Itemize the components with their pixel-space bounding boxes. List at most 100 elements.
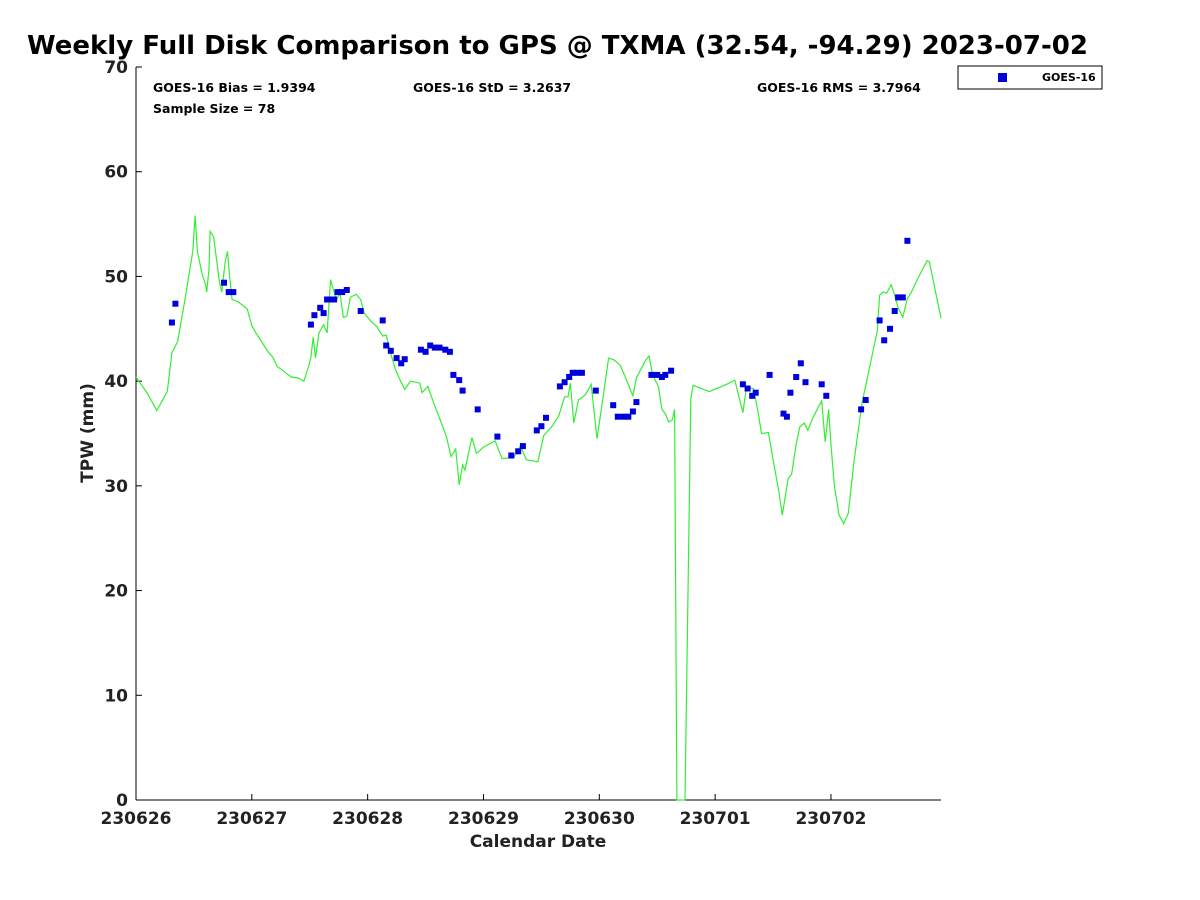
goes-16-point: [793, 374, 800, 380]
goes-16-point: [331, 296, 338, 303]
goes-16-point: [393, 355, 400, 362]
goes-16-point: [648, 371, 655, 378]
x-ticks: 230626 230627 230628 230629 230630 230701 2307…: [101, 794, 866, 829]
goes-16-point: [556, 383, 563, 390]
stat-bias: GOES-16 Bias = 1.9394: [153, 80, 316, 95]
goes-16-point: [230, 289, 237, 296]
goes-16-point: [508, 452, 515, 459]
goes-16-point: [578, 369, 585, 376]
goes-16-point: [881, 337, 888, 344]
goes-series: [168, 237, 911, 459]
chart-title: Weekly Full Disk Comparison to GPS @ TXM…: [27, 31, 1088, 61]
legend-marker-goes-16: [998, 73, 1007, 82]
goes-16-point: [891, 308, 898, 314]
goes-16-point: [307, 321, 314, 328]
goes-16-point: [334, 289, 341, 296]
x-tick-label: 230627: [216, 809, 287, 829]
goes-16-point: [343, 287, 350, 293]
goes-16-point: [324, 296, 331, 303]
goes-16-point: [327, 296, 334, 303]
legend-label-goes-16: GOES-16: [1042, 71, 1096, 84]
goes-16-point: [633, 399, 640, 406]
goes-16-point: [629, 408, 636, 415]
x-tick-label: 230626: [101, 809, 172, 829]
goes-16-point: [592, 387, 599, 394]
goes-16-point: [620, 413, 627, 420]
goes-16-point: [357, 308, 364, 314]
goes-16-point: [668, 367, 675, 374]
goes-16-point: [387, 347, 394, 354]
stat-sample-size: Sample Size = 78: [153, 101, 275, 116]
y-tick-label: 40: [104, 372, 128, 392]
goes-16-point: [876, 317, 883, 324]
y-tick-label: 10: [104, 686, 128, 706]
goes-16-point: [610, 402, 617, 409]
goes-16-point: [538, 423, 545, 430]
stat-std: GOES-16 StD = 3.2637: [413, 80, 571, 95]
goes-16-point: [823, 392, 830, 399]
goes-16-point: [787, 389, 794, 396]
gps-series: [135, 215, 942, 801]
goes-16-point: [862, 397, 869, 403]
y-tick-label: 0: [116, 791, 128, 811]
y-tick-label: 30: [104, 477, 128, 497]
x-tick-label: 230701: [680, 809, 751, 829]
goes-16-point: [417, 346, 424, 353]
goes-16-point: [783, 413, 790, 420]
y-tick-label: 60: [104, 163, 128, 183]
goes-16-point: [320, 310, 327, 317]
goes-16-point: [172, 300, 179, 307]
y-axis-label: TPW (mm): [78, 383, 98, 483]
goes-16-point: [899, 294, 906, 301]
goes-16-point: [379, 317, 386, 324]
goes-16-point: [625, 413, 632, 420]
gps-line: [135, 215, 942, 801]
goes-16-point: [766, 371, 773, 378]
x-tick-label: 230630: [564, 809, 635, 829]
goes-16-point: [543, 414, 549, 421]
y-tick-label: 50: [104, 267, 128, 287]
goes-16-point: [317, 304, 324, 311]
goes-16-point: [494, 433, 501, 440]
goes-16-point: [780, 410, 787, 417]
goes-16-point: [895, 294, 902, 301]
goes-16-point: [225, 289, 232, 296]
y-tick-label: 20: [104, 582, 128, 602]
goes-16-point: [383, 342, 390, 349]
goes-16-point: [797, 360, 804, 367]
goes-16-point: [654, 371, 661, 378]
goes-16-point: [566, 374, 573, 380]
x-tick-label: 230702: [795, 809, 866, 829]
goes-16-point: [398, 360, 405, 367]
goes-16-point: [427, 342, 434, 349]
goes-16-point: [614, 413, 621, 420]
goes-16-point: [431, 344, 438, 351]
goes-16-point: [446, 348, 453, 355]
goes-16-point: [450, 371, 457, 378]
goes-16-point: [574, 369, 581, 376]
goes-16-point: [569, 369, 576, 376]
y-ticks: 0 10 20 30 40 50 60 70: [104, 58, 142, 811]
goes-16-point: [422, 348, 429, 355]
legend: GOES-16: [957, 65, 1103, 90]
goes-16-point: [401, 356, 408, 363]
goes-16-point: [818, 381, 825, 388]
goes-16-point: [749, 392, 756, 399]
plot-area: 0 10 20 30 40 50 60 70 230626 230627 230628 230629…: [101, 58, 942, 829]
goes-16-point: [887, 325, 893, 332]
goes-16-point: [752, 389, 759, 396]
goes-16-point: [474, 406, 481, 413]
goes-16-point: [221, 279, 227, 286]
goes-16-point: [744, 385, 751, 392]
goes-16-point: [739, 381, 746, 388]
goes-16-point: [459, 387, 466, 394]
goes-16-point: [519, 443, 526, 450]
goes-16-point: [311, 312, 318, 319]
x-axis-label: Calendar Date: [470, 832, 607, 852]
goes-16-point: [662, 371, 669, 378]
y-tick-label: 70: [104, 58, 128, 78]
goes-16-point: [442, 346, 449, 353]
x-tick-label: 230629: [448, 809, 519, 829]
goes-16-point: [436, 344, 443, 351]
goes-16-point: [168, 319, 175, 326]
